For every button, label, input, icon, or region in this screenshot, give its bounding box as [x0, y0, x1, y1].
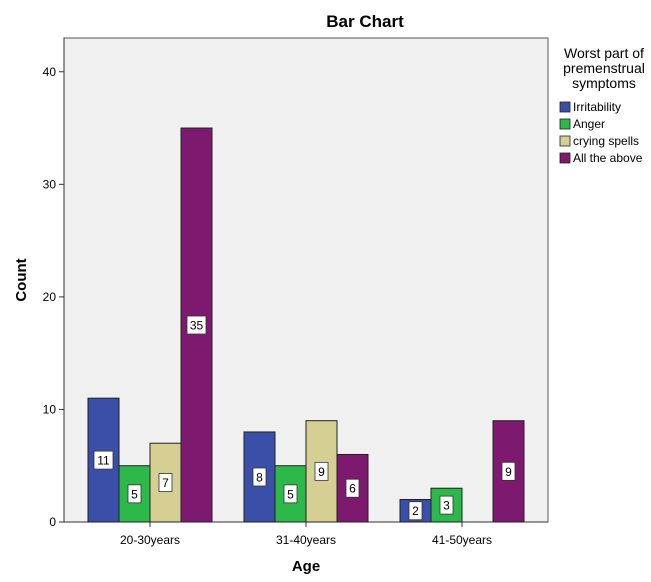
data-label-box [501, 461, 516, 481]
data-label-box [408, 501, 423, 521]
data-label-box [252, 467, 267, 487]
data-label: 8 [256, 470, 263, 484]
data-label: 35 [190, 319, 204, 333]
y-axis-title: Count [13, 258, 30, 301]
legend-label: All the above [573, 151, 643, 165]
data-label: 11 [97, 454, 110, 468]
y-tick-label: 40 [43, 65, 57, 79]
legend-swatch [559, 101, 571, 113]
x-axis-title: Age [292, 558, 320, 575]
bar-irritability [243, 431, 276, 523]
y-tick-label: 20 [43, 290, 57, 304]
data-label-box [127, 484, 142, 504]
legend-title-line: Worst part of [564, 45, 644, 61]
legend-swatch [559, 135, 571, 147]
y-tick-label: 0 [49, 515, 56, 529]
legend-label: Irritability [573, 100, 621, 114]
x-tick-label: 31-40years [276, 533, 336, 547]
legend-swatch [559, 152, 571, 164]
legend-label: Anger [573, 117, 605, 131]
data-label-box [345, 478, 360, 498]
data-label-box [439, 495, 454, 515]
y-tick-label: 30 [43, 177, 57, 191]
legend-label: crying spells [573, 134, 639, 148]
data-label: 3 [443, 499, 450, 513]
legend-title-line: symptoms [572, 75, 636, 91]
chart-title: Bar Chart [326, 12, 404, 31]
x-tick-label: 20-30years [120, 533, 180, 547]
data-label: 6 [349, 482, 356, 496]
y-tick-label: 10 [43, 402, 57, 416]
data-label-box [283, 484, 298, 504]
data-label: 5 [287, 487, 294, 501]
data-label-box [158, 473, 173, 493]
data-label-box [186, 315, 207, 335]
data-label-box [93, 450, 114, 470]
data-label-box [314, 461, 329, 481]
data-label: 2 [412, 504, 419, 518]
data-label: 7 [162, 476, 169, 490]
data-label: 5 [131, 487, 138, 501]
data-label: 9 [318, 465, 325, 479]
legend-title-line: premenstrual [563, 60, 645, 76]
x-tick-label: 41-50years [432, 533, 492, 547]
data-label: 9 [505, 465, 512, 479]
legend-swatch [559, 118, 571, 130]
